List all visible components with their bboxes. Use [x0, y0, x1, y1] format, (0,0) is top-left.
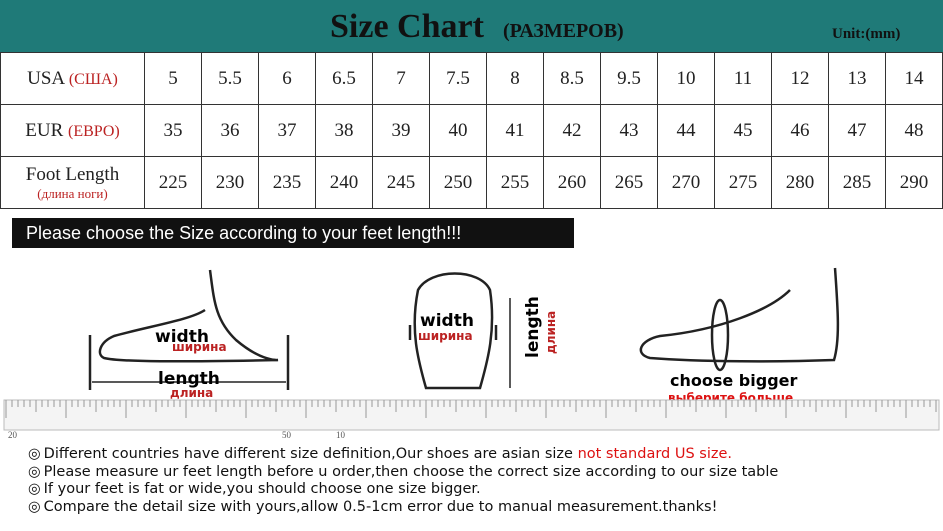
label-en: width: [155, 327, 209, 347]
size-cell: 44: [657, 104, 715, 157]
header: Size Chart (РАЗМЕРОВ) Unit:(mm): [0, 0, 943, 52]
size-cell: 270: [657, 156, 715, 209]
label-ru: (ЕВРО): [68, 122, 120, 140]
note-text: Please measure ur feet length before u o…: [43, 463, 779, 480]
size-cell: 265: [600, 156, 658, 209]
size-cell: 35: [144, 104, 202, 157]
size-cell: 235: [258, 156, 316, 209]
size-cell: 40: [429, 104, 487, 157]
table-row: USA (США) 5 5.5 6 6.5 7 7.5 8 8.5 9.5 10 11 12 13 14: [0, 52, 943, 105]
label-en: EUR: [25, 119, 64, 141]
size-cell: 11: [714, 52, 772, 105]
size-cell: 230: [201, 156, 259, 209]
note: If your feet is fat or wide,you should c…: [28, 481, 778, 499]
ruler-label: 10: [336, 430, 346, 440]
size-cell: 43: [600, 104, 658, 157]
size-cell: 8.5: [543, 52, 601, 105]
size-cell: 260: [543, 156, 601, 209]
size-cell: 37: [258, 104, 316, 157]
size-cell: 6: [258, 52, 316, 105]
size-cell: 47: [828, 104, 886, 157]
note-highlight: not standard US size.: [577, 446, 733, 462]
size-cell: 38: [315, 104, 373, 157]
size-cell: 8: [486, 52, 544, 105]
size-cell: 255: [486, 156, 544, 209]
row-label: USA (США): [0, 52, 145, 105]
label-ru: длина: [544, 311, 558, 354]
size-cell: 240: [315, 156, 373, 209]
size-cell: 45: [714, 104, 772, 157]
size-cell: 41: [486, 104, 544, 157]
label-en: length: [158, 369, 220, 389]
ruler-body: [3, 399, 940, 431]
label-en: Foot Length: [25, 163, 120, 185]
table-row: Foot Length (длина ноги) 225 230 235 240 245 25…: [0, 156, 943, 209]
size-cell: 7: [372, 52, 430, 105]
size-cell: 245: [372, 156, 430, 209]
row-label: EUR (ЕВРО): [0, 104, 145, 157]
label-en: length: [523, 296, 543, 358]
size-cell: 13: [828, 52, 886, 105]
label-en: choose bigger: [670, 371, 798, 390]
size-cell: 6.5: [315, 52, 373, 105]
size-cell: 285: [828, 156, 886, 209]
unit: Unit:(mm): [832, 26, 901, 42]
ruler-label: 50: [282, 430, 292, 440]
subtitle: (РАЗМЕРОВ): [503, 20, 624, 42]
illustrations: width ширина length длина width ширина l…: [3, 267, 940, 440]
row-label: Foot Length (длина ноги): [0, 156, 145, 209]
size-cell: 36: [201, 104, 259, 157]
label-en: width: [420, 311, 474, 331]
size-cell: 5.5: [201, 52, 259, 105]
size-cell: 42: [543, 104, 601, 157]
size-cell: 39: [372, 104, 430, 157]
label-ru: ширина: [172, 340, 227, 354]
size-cell: 14: [885, 52, 943, 105]
size-cell: 10: [657, 52, 715, 105]
label-en: USA: [27, 67, 65, 89]
note: Compare the detail size with yours,allow…: [28, 499, 778, 517]
note: Please measure ur feet length before u o…: [28, 463, 779, 482]
note-text: If your feet is fat or wide,you should c…: [43, 481, 481, 497]
size-cell: 5: [144, 52, 202, 105]
ruler-label: 20: [8, 430, 18, 440]
note-text: Different countries have different size …: [43, 446, 578, 462]
size-cell: 225: [144, 156, 202, 209]
label-ru: (США): [68, 70, 118, 88]
title: Size Chart: [330, 8, 484, 45]
size-cell: 48: [885, 104, 943, 157]
size-cell: 12: [771, 52, 829, 105]
size-cell: 280: [771, 156, 829, 209]
size-cell: 9.5: [600, 52, 658, 105]
label-ru: ширина: [418, 329, 473, 343]
notes: Different countries have different size …: [28, 446, 779, 517]
size-cell: 275: [714, 156, 772, 209]
size-cell: 290: [885, 156, 943, 209]
foot-top: [408, 272, 511, 390]
ruler: [3, 399, 940, 431]
banner: Please choose the Size according to your…: [12, 218, 574, 248]
label-ru: длина: [170, 386, 213, 400]
table-row: EUR (ЕВРО) 35 36 37 38 39 40 41 42 43 44 45 46 47 48: [0, 104, 943, 157]
size-cell: 250: [429, 156, 487, 209]
size-cell: 46: [771, 104, 829, 157]
size-table: USA (США) 5 5.5 6 6.5 7 7.5 8 8.5 9.5 10 11 12 13 14 EU…: [0, 52, 943, 209]
note: Different countries have different size …: [28, 446, 778, 464]
size-cell: 7.5: [429, 52, 487, 105]
foot-bigger: [639, 267, 840, 372]
note-text: Compare the detail size with yours,allow…: [43, 498, 718, 515]
label-ru: (длина ноги): [37, 185, 108, 201]
foot-side: [88, 269, 290, 390]
